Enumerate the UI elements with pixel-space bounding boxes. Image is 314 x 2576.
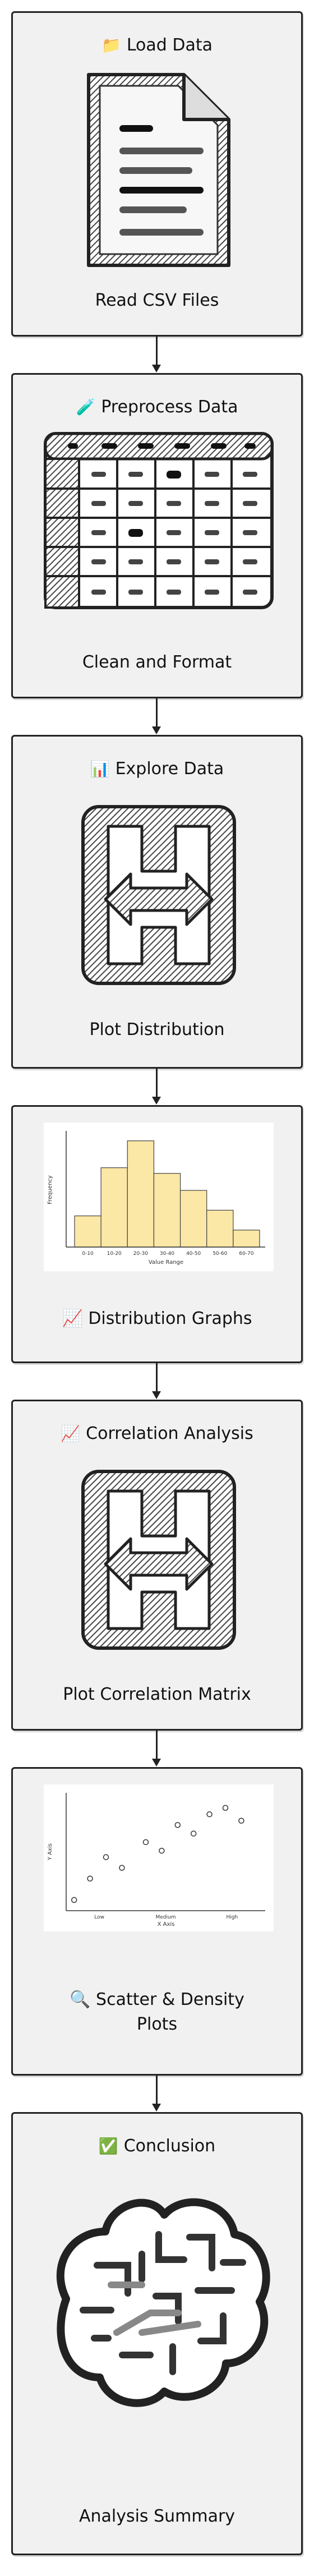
connector-4	[156, 1363, 158, 1392]
histogram-tick-label: 30-40	[160, 1251, 174, 1257]
scatter-ylabel: Y Axis	[47, 1843, 53, 1861]
histogram-tick-label: 0-10	[82, 1251, 94, 1257]
histogram-bar	[100, 1167, 128, 1248]
step-caption: Analysis Summary	[78, 2506, 236, 2526]
step-load-data: 📁 Load Data Read CSV Files	[11, 11, 303, 337]
histogram-tick-label: 20-30	[133, 1251, 148, 1257]
split-arrows-icon	[81, 805, 236, 985]
connector-1	[156, 337, 158, 366]
histogram-bar	[233, 1230, 260, 1248]
step-conclusion: ✅ Conclusion Analysis Summary	[11, 2112, 303, 2555]
step-title: 📈 Correlation Analysis	[61, 1424, 253, 1443]
arrowhead-6	[152, 2104, 161, 2112]
histogram-xlabel: Value Range	[149, 1259, 183, 1266]
scatter-point	[190, 1830, 197, 1837]
scatter-plot-image: Low Medium High X Axis Y Axis	[44, 1784, 274, 1931]
step-caption: Plot Correlation Matrix	[63, 1685, 251, 1704]
step-caption: Read CSV Files	[95, 291, 219, 310]
step-caption: 🔍 Scatter & Density Plots	[13, 1988, 301, 2037]
step-correlation-analysis: 📈 Correlation Analysis Plot Correlation M…	[11, 1400, 303, 1731]
histogram-tick-label: 60-70	[239, 1251, 253, 1257]
scatter-tick-label: High	[226, 1915, 238, 1920]
step-caption: 📈 Distribution Graphs	[62, 1309, 252, 1328]
test-tube-icon: 🧪	[76, 398, 96, 416]
histogram-tick-label: 10-20	[107, 1251, 122, 1257]
step-scatter-density: Low Medium High X Axis Y Axis 🔍 Scatter & …	[11, 1767, 303, 2076]
connector-6	[156, 2076, 158, 2105]
scatter-point	[71, 1897, 77, 1903]
arrowhead-4	[152, 1391, 161, 1399]
histogram-bar	[179, 1190, 207, 1248]
trend-chart-icon: 📈	[61, 1424, 81, 1443]
scatter-tick-label: Medium	[156, 1915, 176, 1920]
connector-3	[156, 1069, 158, 1098]
step-caption: Clean and Format	[82, 652, 232, 672]
folder-icon: 📁	[101, 36, 121, 54]
step-caption-line2: Plots	[136, 2014, 178, 2034]
arrowhead-3	[152, 1097, 161, 1105]
step-explore-data: 📊 Explore Data Plot Distribution	[11, 735, 303, 1069]
scatter-point	[174, 1822, 181, 1828]
scatter-point	[222, 1805, 229, 1811]
scatter-tick-label: Low	[94, 1915, 104, 1920]
split-arrows-icon	[81, 1470, 236, 1650]
step-preprocess-data: 🧪 Preprocess Data	[11, 373, 303, 698]
histogram-bar	[206, 1209, 234, 1248]
step-title: 🧪 Preprocess Data	[76, 397, 238, 417]
scatter-point	[159, 1847, 165, 1854]
scatter-point	[142, 1839, 149, 1846]
step-caption-line1: 🔍 Scatter & Density	[70, 1990, 244, 2009]
check-mark-icon: ✅	[98, 2137, 118, 2155]
histogram-bar	[127, 1140, 155, 1248]
step-caption: Plot Distribution	[89, 1020, 225, 1039]
scatter-point	[87, 1875, 93, 1882]
scatter-point	[103, 1854, 109, 1860]
step-title: ✅ Conclusion	[98, 2136, 216, 2156]
histogram-tick-label: 40-50	[186, 1251, 201, 1257]
connector-5	[156, 1731, 158, 1760]
arrowhead-2	[152, 726, 161, 734]
brain-icon	[56, 2198, 270, 2407]
step-title: 📊 Explore Data	[90, 759, 224, 779]
arrowhead-5	[152, 1759, 161, 1767]
step-title: 📁 Load Data	[101, 35, 213, 55]
histogram-tick-label: 50-60	[213, 1251, 227, 1257]
scatter-xlabel: X Axis	[158, 1921, 175, 1928]
histogram-bar	[153, 1173, 181, 1248]
scatter-point	[206, 1811, 213, 1818]
histogram-bar	[74, 1215, 101, 1248]
table-icon	[44, 432, 274, 609]
step-distribution-graphs: 0-10 10-20 20-30 30-40 40-50 50-60 60-70 Value…	[11, 1105, 303, 1363]
connector-2	[156, 698, 158, 728]
histogram-ylabel: Frequency	[47, 1175, 53, 1204]
scatter-point	[119, 1865, 125, 1871]
scatter-point	[238, 1818, 244, 1824]
bar-chart-icon: 📊	[90, 760, 110, 778]
document-icon	[87, 73, 230, 267]
histogram-image: 0-10 10-20 20-30 30-40 40-50 50-60 60-70 Value…	[44, 1123, 274, 1271]
arrowhead-1	[152, 365, 161, 372]
